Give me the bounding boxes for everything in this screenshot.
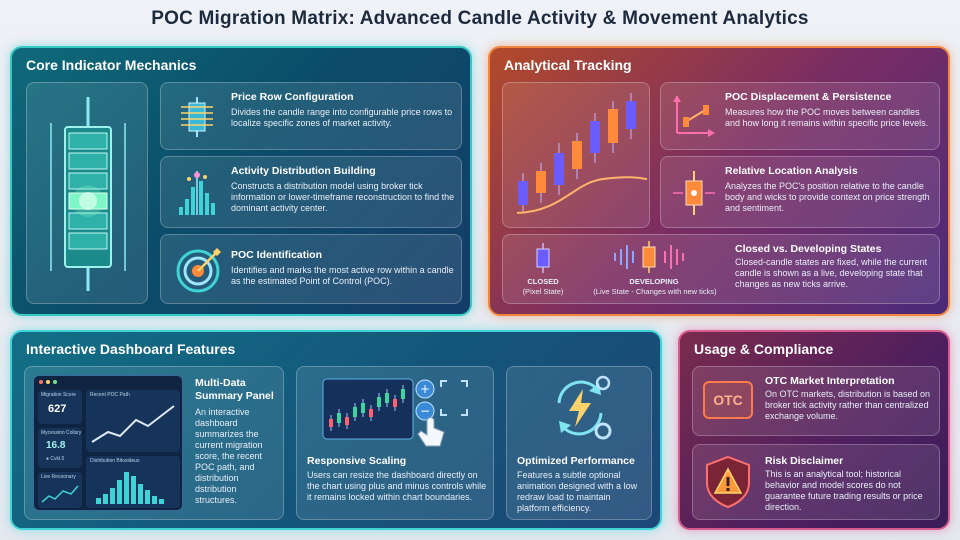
distribution-box: Distribution Bitoxideus	[86, 456, 180, 508]
risk-disclaimer-desc: This is an analytical tool; historical b…	[765, 469, 923, 512]
developing-sub-label: (Live State - Changes with new ticks)	[593, 287, 717, 296]
candle-rows-icon	[50, 97, 126, 291]
responsive-scaling-title: Responsive Scaling	[307, 455, 407, 467]
price-row-card: Price Row Configuration Divides the cand…	[160, 82, 462, 150]
core-indicator-panel: Core Indicator Mechanics	[10, 46, 472, 316]
optimized-performance-title: Optimized Performance	[517, 455, 635, 467]
candle-rows-illustration	[26, 82, 148, 304]
summary-panel-title: Multi-Data Summary Panel	[195, 377, 274, 402]
live-box: Live Recoonary	[38, 472, 82, 508]
responsive-scaling-card: + − Responsive Scaling Users can resize …	[296, 366, 494, 520]
developing-wave-icon	[614, 241, 684, 273]
poc-path-line-icon	[91, 405, 175, 443]
mini-dashboard: Migration Score 627 Recent POC Path Myce…	[33, 375, 183, 511]
session-box: Mycession Colisry 16.8 ● Cvkl.0	[38, 428, 82, 468]
risk-disclaimer-card: Risk Disclaimer This is an analytical to…	[692, 444, 940, 520]
poc-identification-desc: Identifies and marks the most active row…	[231, 265, 454, 286]
migration-score-box: Migration Score 627	[38, 390, 82, 424]
otc-badge: OTC	[703, 381, 753, 419]
svg-text:−: −	[420, 404, 430, 418]
live-label: Live Recoonary	[41, 474, 76, 480]
migration-score-value: 627	[48, 403, 67, 415]
distribution-bars-icon	[96, 472, 164, 504]
closed-developing-title: Closed vs. Developing States	[735, 243, 882, 255]
closed-label: CLOSED	[527, 277, 559, 286]
displacement-arrows-icon	[673, 95, 715, 137]
summary-panel-desc: An interactive dashboard summarizes the …	[195, 407, 263, 505]
activity-distribution-desc: Constructs a distribution model using br…	[231, 181, 455, 213]
candlestick-chart-icon	[516, 93, 648, 214]
candle-body-icon	[673, 171, 715, 215]
optimized-performance-desc: Features a subtle optional animation des…	[517, 470, 638, 513]
dashboard-features-panel: Interactive Dashboard Features Migration…	[10, 330, 662, 530]
performance-gears-icon	[557, 375, 612, 440]
otc-market-title: OTC Market Interpretation	[765, 375, 895, 387]
migration-score-label: Migration Score	[41, 392, 77, 398]
target-icon	[176, 248, 221, 293]
warning-shield-icon	[706, 455, 750, 509]
closed-developing-desc: Closed-candle states are fixed, while th…	[735, 257, 928, 289]
activity-distribution-title: Activity Distribution Building	[231, 165, 376, 177]
recent-poc-path-box: Recent POC Path	[86, 390, 180, 452]
analytic-panel-title: Analytical Tracking	[504, 57, 632, 73]
relative-location-title: Relative Location Analysis	[725, 165, 858, 177]
analytical-tracking-panel: Analytical Tracking	[488, 46, 950, 316]
session-sub: ● Cvkl.0	[46, 456, 65, 462]
window-dots-icon	[39, 380, 57, 384]
relative-location-desc: Analyzes the POC's position relative to …	[725, 181, 930, 213]
price-row-desc: Divides the candle range into configurab…	[231, 107, 453, 128]
recent-poc-path-label: Recent POC Path	[90, 392, 130, 398]
optimized-performance-card: Optimized Performance Features a subtle …	[506, 366, 652, 520]
live-sparkline-icon	[41, 485, 79, 503]
otc-market-desc: On OTC markets, distribution is based on…	[765, 389, 931, 421]
closed-candle-icon	[536, 243, 550, 273]
svg-text:+: +	[420, 382, 430, 396]
candles-chart-illustration	[502, 82, 650, 228]
poc-identification-card: POC Identification Identifies and marks …	[160, 234, 462, 304]
session-value: 16.8	[46, 440, 66, 451]
summary-panel-card: Migration Score 627 Recent POC Path Myce…	[24, 366, 284, 520]
closed-developing-card: CLOSED (Pixel State) DEVELOPING (Live St…	[502, 234, 940, 304]
developing-label: DEVELOPING	[629, 277, 679, 286]
poc-identification-title: POC Identification	[231, 249, 323, 261]
poc-displacement-card: POC Displacement & Persistence Measures …	[660, 82, 940, 150]
core-panel-title: Core Indicator Mechanics	[26, 57, 197, 73]
price-row-title: Price Row Configuration	[231, 91, 354, 103]
price-rows-icon	[181, 97, 213, 137]
usage-compliance-panel: Usage & Compliance OTC OTC Market Interp…	[678, 330, 950, 530]
usage-panel-title: Usage & Compliance	[694, 341, 834, 357]
distribution-label: Distribution Bitoxideus	[90, 458, 140, 464]
relative-location-card: Relative Location Analysis Analyzes the …	[660, 156, 940, 228]
poc-displacement-title: POC Displacement & Persistence	[725, 91, 892, 103]
risk-disclaimer-title: Risk Disclaimer	[765, 455, 844, 467]
scaling-chart-icon: + −	[322, 378, 468, 447]
poc-displacement-desc: Measures how the POC moves between candl…	[725, 107, 929, 128]
otc-market-card: OTC OTC Market Interpretation On OTC mar…	[692, 366, 940, 436]
closed-sub-label: (Pixel State)	[522, 287, 564, 296]
responsive-scaling-desc: Users can resize the dashboard directly …	[307, 470, 487, 502]
page-title: POC Migration Matrix: Advanced Candle Ac…	[151, 8, 809, 29]
dash-panel-title: Interactive Dashboard Features	[26, 341, 236, 357]
session-label: Mycession Colisry	[41, 430, 82, 436]
distribution-icon	[179, 171, 215, 215]
otc-badge-text: OTC	[713, 392, 743, 408]
activity-distribution-card: Activity Distribution Building Construct…	[160, 156, 462, 228]
